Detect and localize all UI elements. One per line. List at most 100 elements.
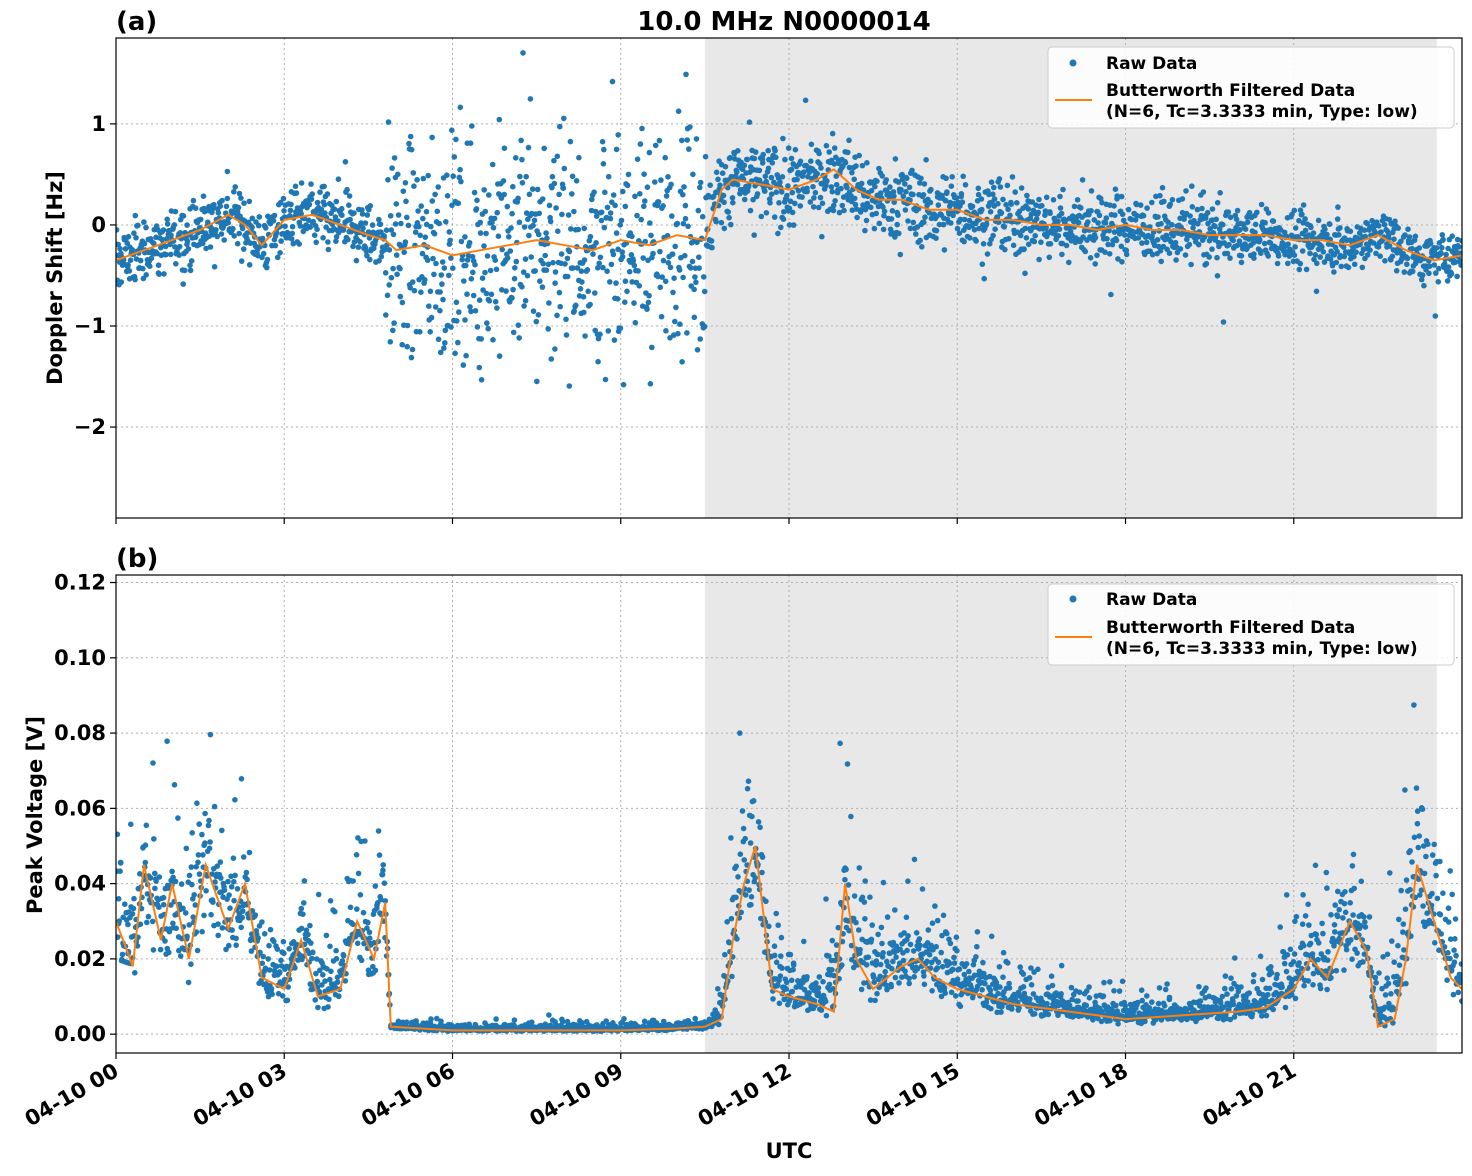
raw-data-point [829, 184, 835, 190]
raw-data-point [1300, 921, 1306, 927]
raw-data-point [740, 808, 746, 814]
raw-data-point [813, 190, 819, 196]
raw-data-point [516, 335, 522, 341]
raw-data-point [327, 944, 333, 950]
raw-data-point [734, 169, 740, 175]
raw-data-point [1119, 194, 1125, 200]
raw-data-point [128, 822, 134, 828]
raw-data-point [156, 262, 162, 268]
raw-data-point [1299, 212, 1305, 218]
raw-data-point [467, 240, 473, 246]
raw-data-point [567, 383, 573, 389]
raw-data-point [1032, 239, 1038, 245]
raw-data-point [164, 738, 170, 744]
raw-data-point [607, 279, 613, 285]
raw-data-point [954, 948, 960, 954]
raw-data-point [715, 177, 721, 183]
raw-data-point [1339, 264, 1345, 270]
raw-data-point [138, 258, 144, 264]
raw-data-point [305, 932, 311, 938]
raw-data-point [178, 953, 184, 959]
raw-data-point [979, 987, 985, 993]
raw-data-point [1136, 235, 1142, 241]
raw-data-point [936, 959, 942, 965]
raw-data-point [862, 878, 868, 884]
raw-data-point [479, 377, 485, 383]
raw-data-point [272, 213, 278, 219]
raw-data-point [397, 266, 403, 272]
raw-data-point [1258, 954, 1264, 960]
raw-data-point [872, 184, 878, 190]
raw-data-point [1199, 206, 1205, 212]
raw-data-point [1234, 216, 1240, 222]
raw-data-point [414, 177, 420, 183]
raw-data-point [1101, 993, 1107, 999]
raw-data-point [286, 946, 292, 952]
raw-data-point [690, 172, 696, 178]
raw-data-point [694, 136, 700, 142]
raw-data-point [1434, 245, 1440, 251]
raw-data-point [696, 208, 702, 214]
raw-data-point [1021, 246, 1027, 252]
raw-data-point [1002, 247, 1008, 253]
raw-data-point [494, 267, 500, 273]
raw-data-point [1144, 205, 1150, 211]
raw-data-point [663, 279, 669, 285]
raw-data-point [435, 209, 441, 215]
raw-data-point [989, 934, 995, 940]
raw-data-point [473, 308, 479, 314]
raw-data-point [715, 986, 721, 992]
raw-data-point [1005, 960, 1011, 966]
raw-data-point [183, 910, 189, 916]
raw-data-point [873, 211, 879, 217]
raw-data-point [143, 842, 149, 848]
raw-data-point [211, 202, 217, 208]
raw-data-point [1088, 208, 1094, 214]
raw-data-point [334, 199, 340, 205]
raw-data-point [1308, 225, 1314, 231]
raw-data-point [973, 238, 979, 244]
raw-data-point [1306, 978, 1312, 984]
raw-data-point [195, 948, 201, 954]
raw-data-point [483, 231, 489, 237]
raw-data-point [570, 174, 576, 180]
raw-data-point [948, 220, 954, 226]
raw-data-point [506, 234, 512, 240]
raw-data-point [233, 942, 239, 948]
raw-data-point [844, 185, 850, 191]
raw-data-point [334, 956, 340, 962]
raw-data-point [793, 147, 799, 153]
raw-data-point [494, 210, 500, 216]
raw-data-point [1228, 975, 1234, 981]
raw-data-point [408, 134, 414, 140]
raw-data-point [195, 860, 201, 866]
raw-data-point [505, 255, 511, 261]
raw-data-point [624, 289, 630, 295]
raw-data-point [487, 298, 493, 304]
raw-data-point [1270, 1007, 1276, 1013]
raw-data-point [161, 227, 167, 233]
raw-data-point [991, 185, 997, 191]
raw-data-point [278, 238, 284, 244]
raw-data-point [773, 155, 779, 161]
raw-data-point [354, 258, 360, 264]
raw-data-point [440, 259, 446, 265]
raw-data-point [1007, 213, 1013, 219]
raw-data-point [225, 879, 231, 885]
raw-data-point [188, 268, 194, 274]
raw-data-point [1044, 195, 1050, 201]
raw-data-point [962, 972, 968, 978]
raw-data-point [864, 962, 870, 968]
raw-data-point [563, 317, 569, 323]
raw-data-point [1294, 914, 1300, 920]
raw-data-point [320, 972, 326, 978]
raw-data-point [127, 268, 133, 274]
raw-data-point [1167, 995, 1173, 1001]
raw-data-point [917, 936, 923, 942]
raw-data-point [307, 202, 313, 208]
raw-data-point [1456, 244, 1462, 250]
raw-data-point [723, 164, 729, 170]
raw-data-point [730, 195, 736, 201]
raw-data-point [742, 836, 748, 842]
raw-data-point [490, 337, 496, 343]
